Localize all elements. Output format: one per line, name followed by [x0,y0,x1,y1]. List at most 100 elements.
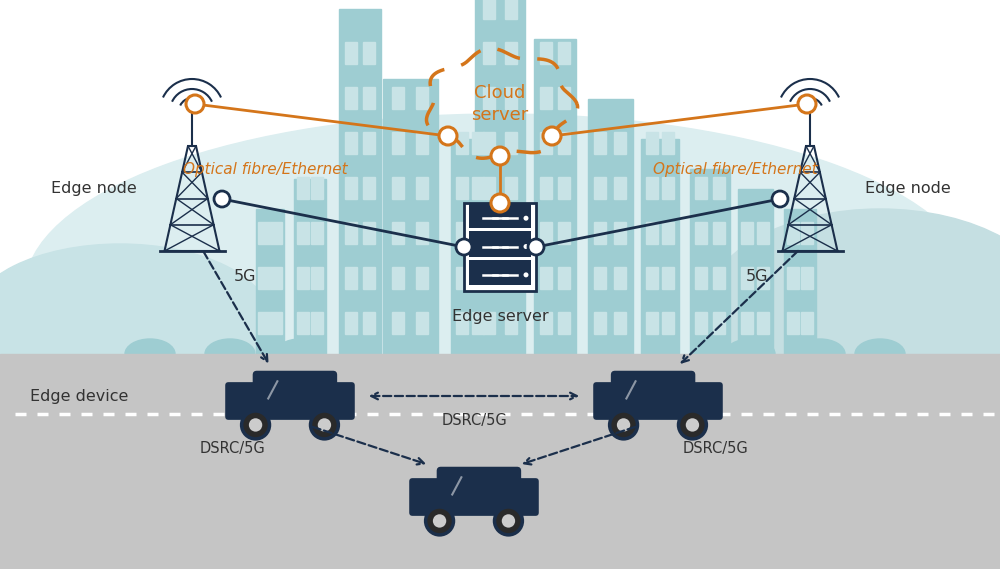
Bar [741,312,753,334]
Bar [588,99,633,359]
Bar [392,132,404,154]
Bar [662,222,674,244]
FancyBboxPatch shape [253,371,337,403]
Circle shape [772,191,788,207]
Bar [416,132,428,154]
Bar [558,222,570,244]
Circle shape [495,507,522,535]
Bar [757,312,769,334]
Bar [662,132,674,154]
Bar [505,267,517,289]
Bar [339,9,381,359]
Bar [270,312,282,334]
Ellipse shape [275,339,325,369]
Bar [594,177,606,199]
Bar [738,189,772,359]
Circle shape [491,194,509,212]
Text: DSRC/5G: DSRC/5G [199,442,265,456]
Text: Edge node: Edge node [865,182,951,196]
Bar [345,132,357,154]
Bar [270,222,282,244]
Bar [757,222,769,244]
Bar [345,222,357,244]
Bar [787,267,799,289]
Bar [558,87,570,109]
Text: Optical fibre/Ethernet: Optical fibre/Ethernet [183,162,347,176]
Circle shape [610,411,638,439]
Bar [0,354,1000,569]
Circle shape [186,95,204,113]
Bar [416,222,428,244]
Bar [662,177,674,199]
Bar [787,222,799,244]
Ellipse shape [205,339,255,369]
Bar [469,259,531,285]
Circle shape [311,411,338,439]
Bar [472,177,484,199]
Bar [345,177,357,199]
Bar [456,267,468,289]
Bar [483,267,495,289]
Bar [416,177,428,199]
Bar [363,312,375,334]
Bar [392,312,404,334]
Bar [801,267,813,289]
Bar [695,222,707,244]
Circle shape [318,418,331,432]
Bar [505,312,517,334]
Bar [416,312,428,334]
Circle shape [439,127,457,145]
Bar [483,312,495,334]
Bar [392,222,404,244]
FancyBboxPatch shape [464,203,536,291]
Circle shape [543,127,561,145]
FancyBboxPatch shape [593,382,723,420]
Bar [258,222,270,244]
Bar [614,177,626,199]
Bar [646,312,658,334]
Bar [363,132,375,154]
Text: DSRC/5G: DSRC/5G [441,413,507,428]
Bar [483,132,495,154]
Bar [345,42,357,64]
Bar [787,312,799,334]
Text: 5G: 5G [746,269,768,284]
Text: Optical fibre/Ethernet: Optical fibre/Ethernet [653,162,817,176]
Bar [345,312,357,334]
Bar [472,132,484,154]
Bar [757,267,769,289]
Bar [483,177,495,199]
FancyBboxPatch shape [409,478,539,516]
Bar [558,177,570,199]
Bar [456,222,468,244]
Bar [345,267,357,289]
Bar [594,312,606,334]
Bar [483,87,495,109]
Text: Edge node: Edge node [51,182,137,196]
Circle shape [456,239,472,255]
Ellipse shape [25,114,975,464]
Bar [646,222,658,244]
Bar [690,169,730,359]
Bar [505,132,517,154]
Bar [392,177,404,199]
Bar [695,312,707,334]
Bar [472,267,484,289]
Bar [469,203,531,228]
Bar [416,267,428,289]
Circle shape [426,507,454,535]
Text: DSRC/5G: DSRC/5G [683,442,749,456]
Bar [540,222,552,244]
Bar [741,267,753,289]
Text: Edge server: Edge server [452,309,548,324]
Bar [614,267,626,289]
Bar [456,132,468,154]
Ellipse shape [855,339,905,369]
Bar [483,0,495,19]
Bar [383,79,438,359]
Bar [695,267,707,289]
Circle shape [524,244,529,249]
Bar [363,222,375,244]
Bar [713,267,725,289]
FancyBboxPatch shape [437,467,521,500]
